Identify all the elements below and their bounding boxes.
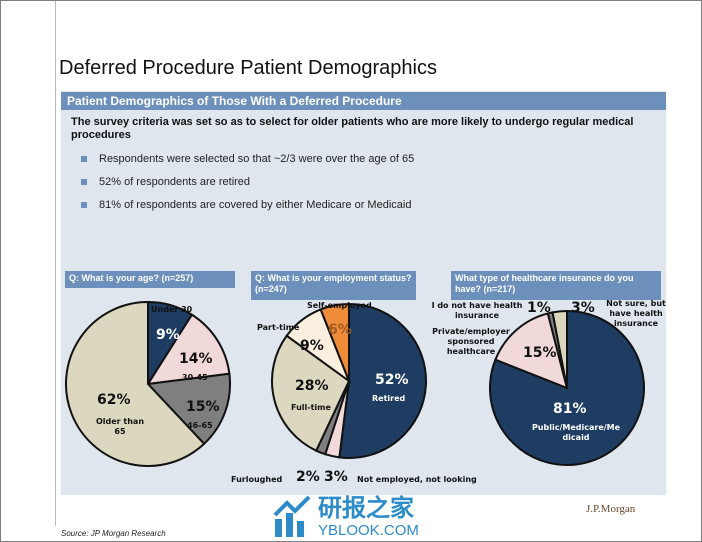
bullet-text: Respondents were selected so that ~2/3 w…	[99, 153, 415, 165]
pie-slice	[271, 334, 351, 453]
slice-label: Under 30	[151, 305, 193, 314]
page-title: Deferred Procedure Patient Demographics	[59, 57, 437, 79]
slice-label: I do not have health insurance	[431, 301, 523, 320]
slice-pct: 3%	[571, 300, 595, 316]
bullet-item: Respondents were selected so that ~2/3 w…	[81, 153, 414, 165]
slice-label: 30-45	[182, 373, 208, 382]
bullet-item: 81% of respondents are covered by either…	[81, 199, 411, 211]
watermark-en: YBLOOK.COM	[318, 522, 419, 539]
source-note: Source: JP Morgan Research	[61, 529, 166, 538]
pie-slice	[65, 300, 206, 467]
slice-label: Not sure, but have health insurance	[606, 299, 666, 328]
watermark: 研报之家 YBLOOK.COM	[273, 495, 419, 541]
slice-label: Older than 65	[95, 417, 145, 436]
slice-pct: 3%	[324, 469, 348, 485]
slice-pct: 52%	[375, 372, 409, 388]
employment-chart-title: Q: What is your employment status? (n=24…	[251, 271, 416, 300]
bullet-icon	[81, 202, 87, 209]
slice-label: Not employed, not looking	[357, 475, 477, 484]
bullet-text: 52% of respondents are retired	[99, 176, 251, 188]
slice-pct: 62%	[97, 392, 131, 408]
slice-pct: 6%	[328, 322, 352, 338]
insurance-chart-title: What type of healthcare insurance do you…	[451, 271, 661, 300]
slice-pct: 28%	[295, 378, 329, 394]
section-header: Patient Demographics of Those With a Def…	[61, 92, 666, 110]
slice-label: 46-65	[187, 421, 213, 430]
divider	[55, 1, 56, 526]
bullet-icon	[81, 179, 87, 186]
jpmorgan-logo: J.P.Morgan	[586, 503, 636, 515]
chart-logo-icon	[273, 495, 311, 537]
slice-label: Retired	[372, 394, 406, 403]
slice-label: Full-time	[291, 403, 331, 412]
pie-slice	[338, 302, 427, 459]
bullet-icon	[81, 156, 87, 163]
slice-pct: 81%	[553, 401, 587, 417]
bullet-item: 52% of respondents are retired	[81, 176, 250, 188]
pie-slice	[146, 313, 231, 386]
age-chart-title: Q: What is your age? (n=257)	[65, 271, 235, 288]
pie-slice	[489, 309, 645, 466]
slice-label: Private/employer sponsored healthcare	[432, 327, 510, 356]
slice-pct: 15%	[523, 345, 557, 361]
slice-label: Part-time	[257, 323, 300, 332]
pie-slice	[319, 302, 350, 382]
slice-label: Public/Medicare/Medicaid	[531, 423, 621, 442]
slice-pct: 15%	[186, 399, 220, 415]
pie-slice	[551, 309, 568, 389]
bullet-text: 81% of respondents are covered by either…	[99, 199, 412, 211]
slice-pct: 9%	[156, 327, 180, 343]
slice-pct: 2%	[296, 469, 320, 485]
slice-label: Self-employed	[307, 301, 372, 310]
pie-slice	[494, 312, 569, 390]
slice-label: Furloughed	[231, 475, 283, 484]
slice-pct: 9%	[300, 338, 324, 354]
watermark-cn: 研报之家	[318, 495, 414, 522]
slice-pct: 1%	[527, 300, 551, 316]
pie-slice	[145, 372, 231, 446]
intro-text: The survey criteria was set so as to sel…	[71, 116, 634, 141]
slice-pct: 14%	[179, 351, 213, 367]
